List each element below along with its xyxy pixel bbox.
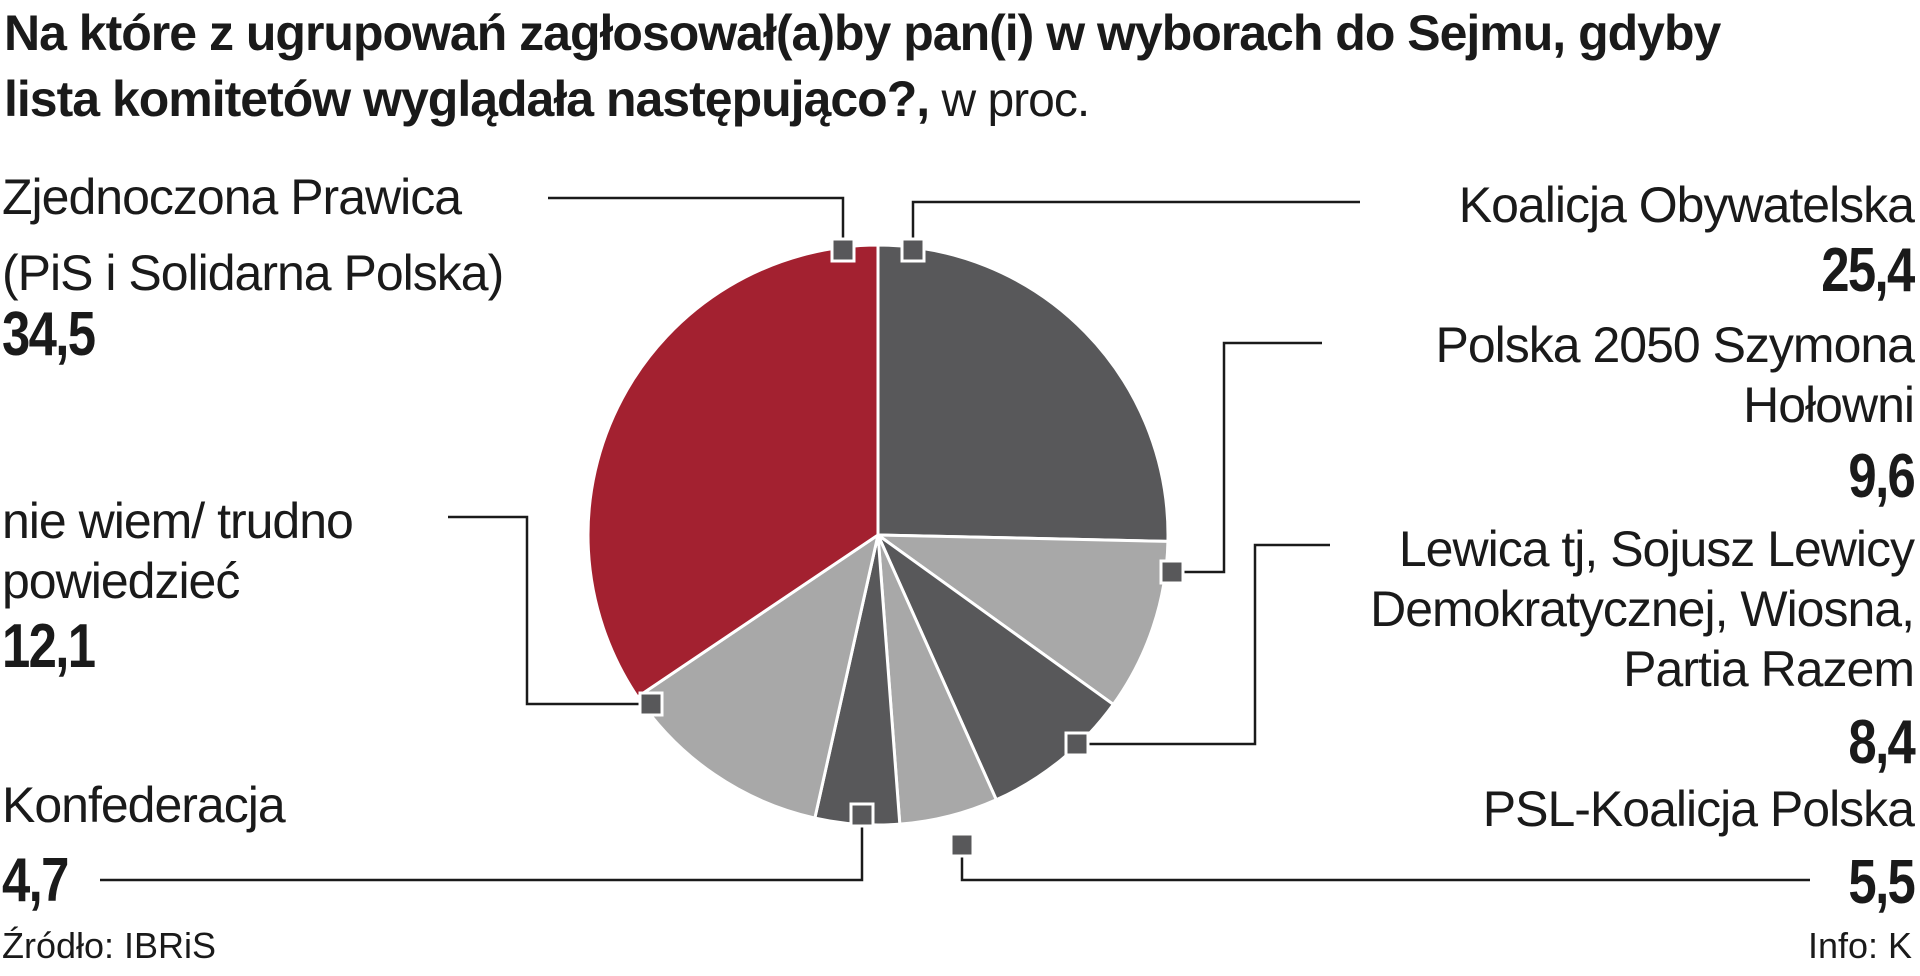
source-note: Źródło: IBRiS	[2, 925, 217, 966]
pie-slice-lewica	[876, 533, 1115, 802]
label-lewica-line-1: Lewica tj, Sojusz Lewicy	[1398, 521, 1915, 577]
chart-title-line-1: Na które z ugrupowań zagłosował(a)by pan…	[4, 5, 1721, 61]
pie-slice-koalicja-obywatelska	[876, 243, 1170, 543]
label-nie-wiem-line-2: powiedzieć	[2, 553, 240, 609]
chart-title-line-2: lista komitetów wyglądała następująco?, …	[4, 71, 1090, 127]
chart-title-unit: w proc.	[929, 74, 1090, 127]
chart-title-text: lista komitetów wyglądała następująco?,	[4, 71, 930, 127]
leader-marker-nie-wiem	[638, 691, 664, 717]
label-polska-2050-line-1: Polska 2050 Szymona	[1435, 317, 1915, 373]
label-lewica-line-3: Partia Razem	[1623, 641, 1915, 697]
value-nie-wiem: 12,1	[2, 612, 96, 681]
pie-slice-zjednoczona-prawica	[586, 243, 880, 699]
value-koalicja-obywatelska: 25,4	[1821, 236, 1916, 305]
leader-marker-polska-2050	[1159, 559, 1185, 585]
label-nie-wiem-line-1: nie wiem/ trudno	[2, 493, 354, 549]
leader-line-konfederacja	[100, 815, 864, 882]
label-lewica-line-2: Demokratycznej, Wiosna,	[1370, 581, 1915, 637]
value-psl: 5,5	[1848, 848, 1915, 917]
leader-line-zjednoczona-prawica	[548, 196, 845, 250]
leader-line-polska-2050	[1172, 341, 1322, 574]
credit-note: Info: K	[1807, 925, 1912, 966]
label-konfederacja: Konfederacja	[2, 777, 286, 833]
leader-line-koalicja-obywatelska	[911, 200, 1360, 250]
leader-lines	[100, 196, 1810, 882]
pie-slices	[586, 243, 1170, 827]
value-konfederacja: 4,7	[2, 846, 69, 915]
label-zjednoczona-prawica-line-2: (PiS i Solidarna Polska)	[2, 245, 504, 301]
leader-marker-koalicja-obywatelska	[900, 237, 926, 263]
leader-marker-zjednoczona-prawica	[830, 237, 856, 263]
leader-line-lewica	[1077, 543, 1330, 746]
leader-line-nie-wiem	[448, 515, 651, 706]
label-polska-2050-line-2: Hołowni	[1743, 377, 1915, 433]
pie-slice-polska-2050	[876, 533, 1170, 706]
value-zjednoczona-prawica: 34,5	[2, 300, 96, 369]
leader-marker-konfederacja	[849, 802, 875, 828]
leader-marker-lewica	[1064, 731, 1090, 757]
leader-marker-psl	[949, 832, 975, 858]
label-zjednoczona-prawica-line-1: Zjednoczona Prawica	[2, 169, 462, 225]
label-psl: PSL-Koalicja Polska	[1482, 781, 1915, 837]
leader-line-psl	[960, 845, 1810, 882]
label-koalicja-obywatelska: Koalicja Obywatelska	[1458, 177, 1915, 233]
value-lewica: 8,4	[1848, 708, 1915, 777]
value-polska-2050: 9,6	[1848, 442, 1915, 511]
